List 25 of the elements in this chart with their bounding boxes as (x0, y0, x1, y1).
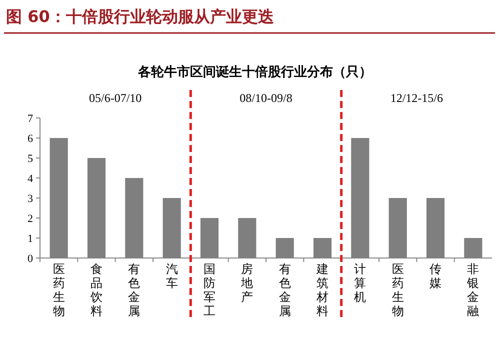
x-tick-label: 房地产 (240, 262, 254, 304)
y-tick-label: 0 (28, 253, 34, 265)
text: 08/10-09/8 (240, 91, 292, 105)
x-tick-label: 国防军工 (204, 262, 216, 318)
x-tick-label: 计算机 (354, 262, 366, 304)
y-tick-label: 3 (28, 193, 34, 205)
y-tick-label: 7 (28, 113, 34, 125)
x-tick-label: 有色金属 (128, 262, 140, 318)
y-tick-label: 6 (28, 133, 34, 145)
x-tick-label: 医药生物 (392, 262, 404, 318)
text: 12/12-15/6 (390, 91, 444, 105)
y-tick-label: 1 (28, 233, 33, 245)
y-tick-label: 4 (28, 173, 34, 185)
chart-title: 图 60：十倍股行业轮动服从产业更迭 (6, 7, 275, 26)
chart-subtitle: 各轮牛市区间诞生十倍股行业分布（只） (137, 64, 372, 80)
y-tick-label: 2 (28, 213, 33, 225)
x-tick-label: 医药生物 (52, 262, 65, 318)
x-tick-label: 有色金属 (278, 262, 291, 318)
x-tick-label: 建筑材料 (316, 262, 328, 318)
x-tick-label: 汽车 (166, 262, 178, 290)
x-tick-label: 非银金融 (466, 262, 480, 318)
x-tick-label: 食品饮料 (90, 262, 102, 318)
x-tick-label: 传媒 (430, 262, 442, 290)
y-tick-label: 5 (28, 153, 34, 165)
text: 05/6-07/10 (88, 91, 142, 105)
